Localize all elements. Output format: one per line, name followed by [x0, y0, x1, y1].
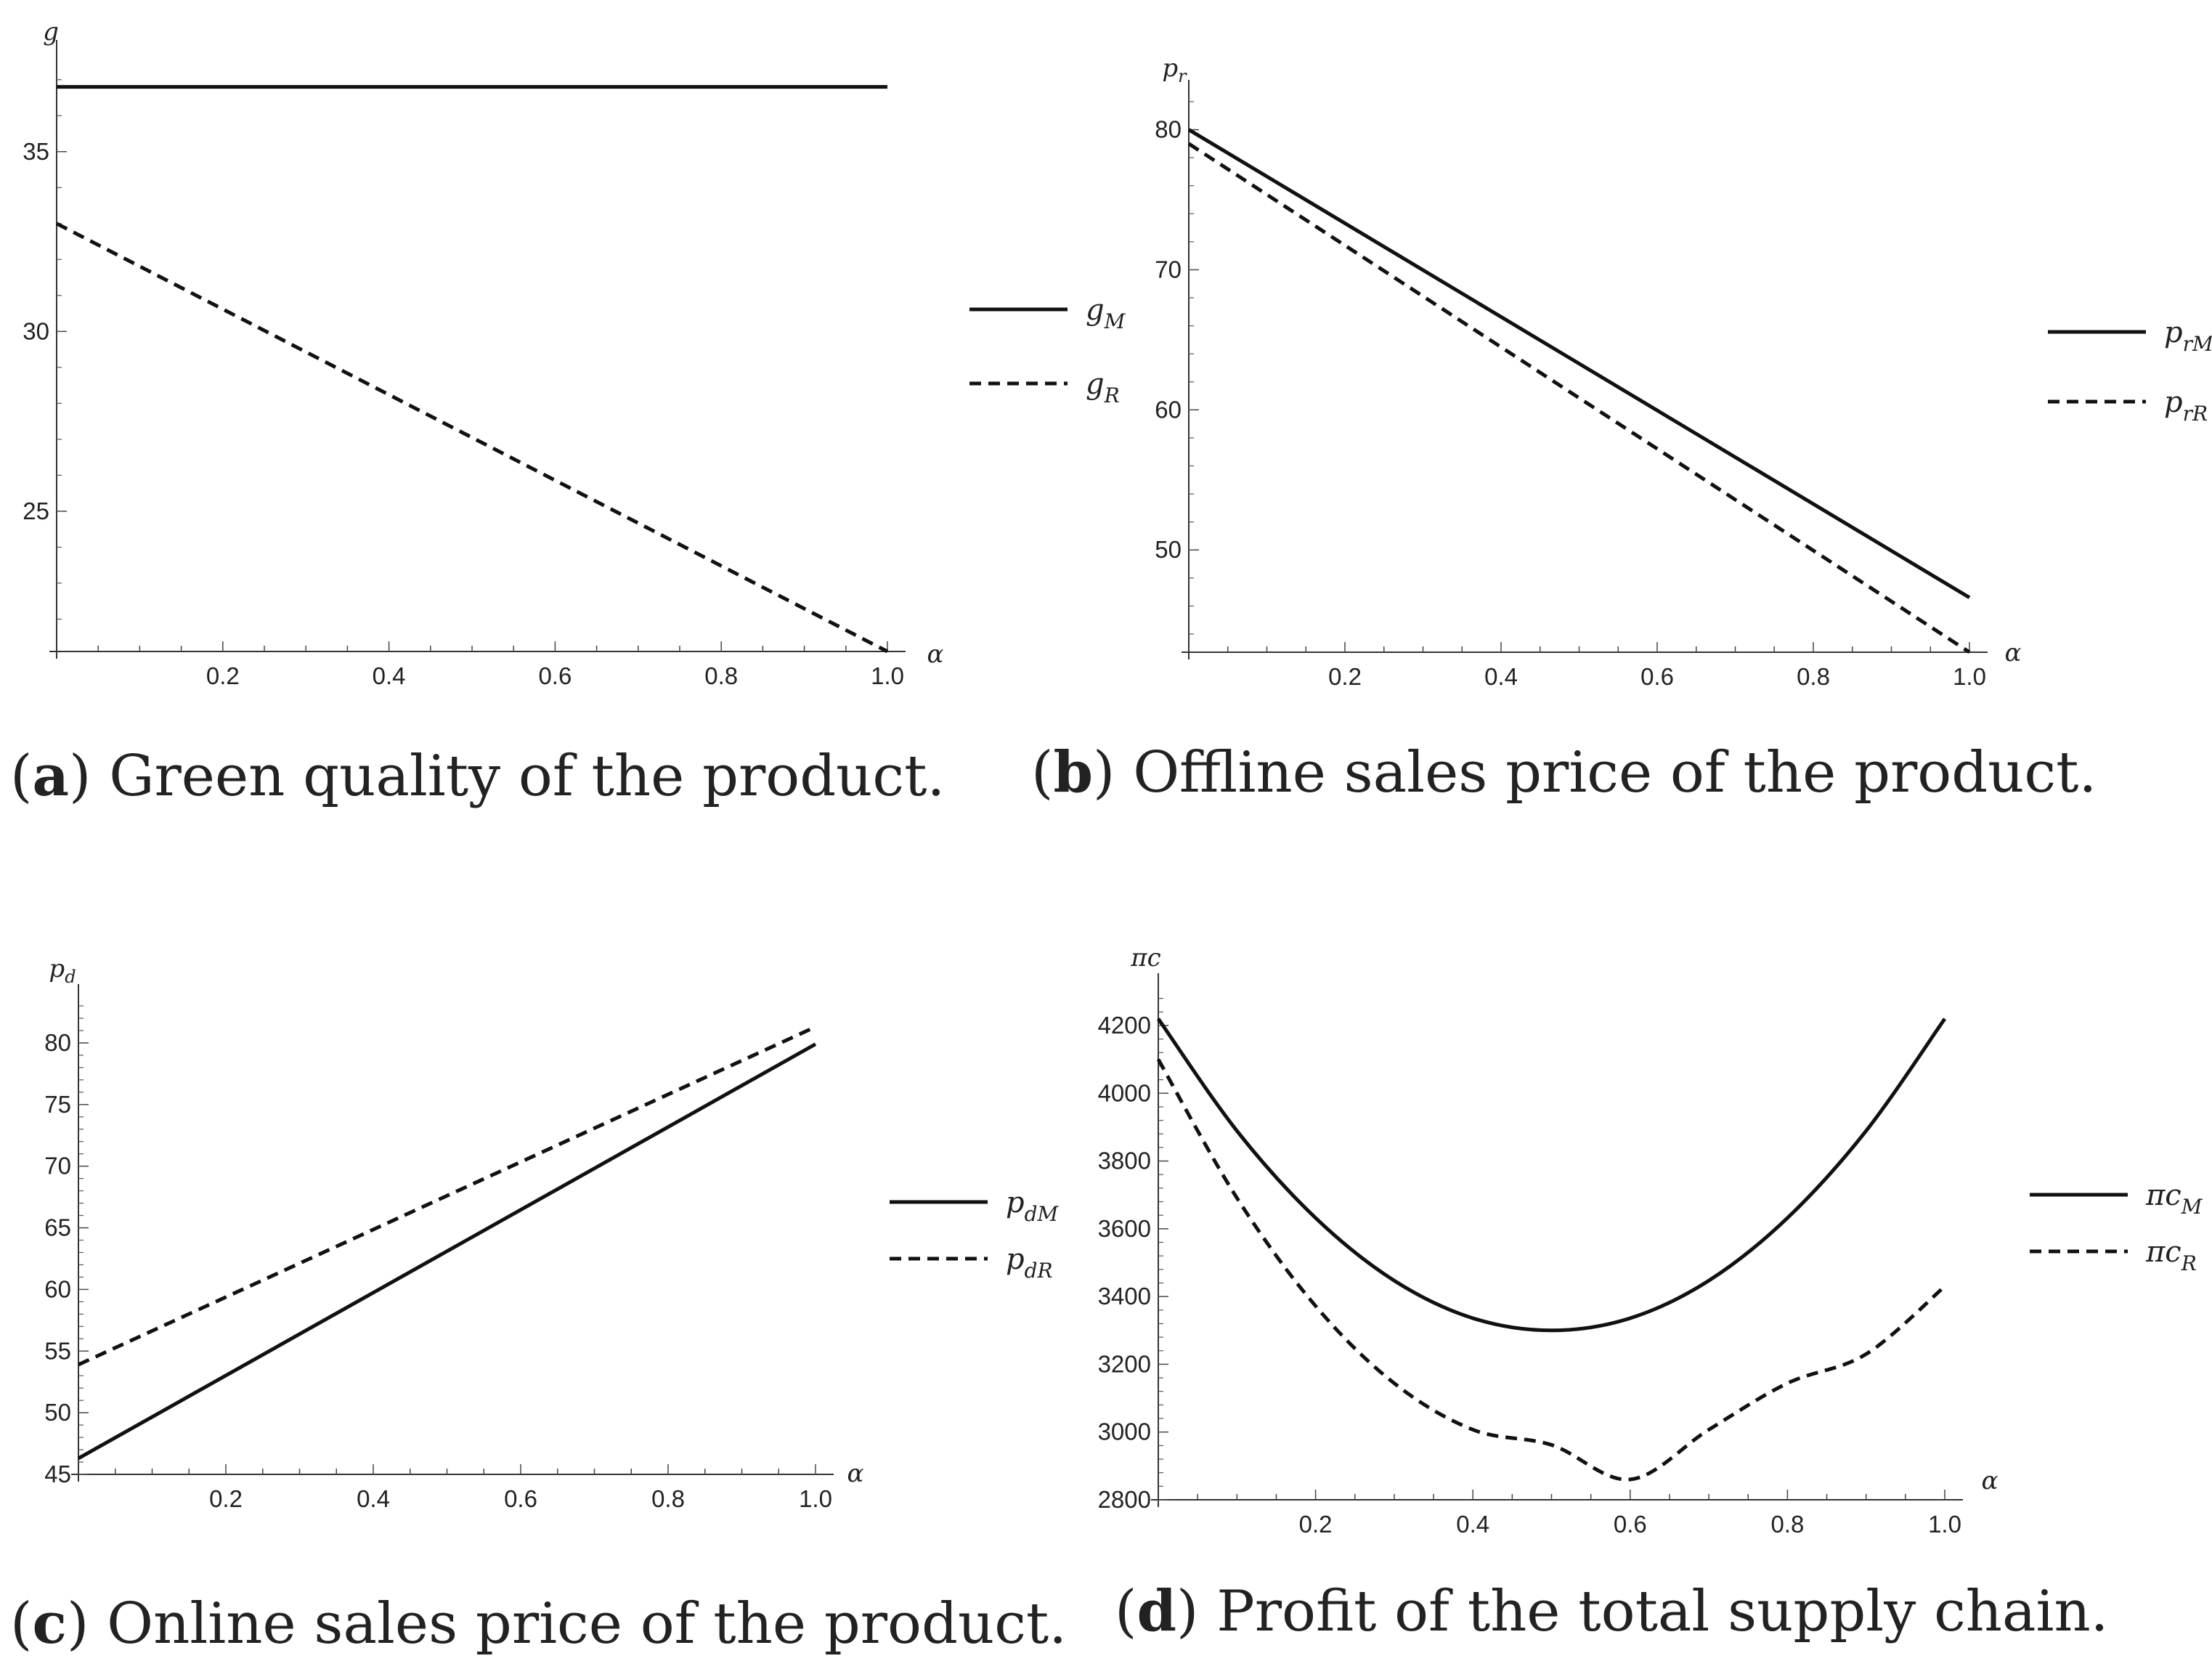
y-tick-label: 3000: [1098, 1418, 1151, 1445]
caption-letter: d: [1137, 1578, 1176, 1644]
series-line-dr: [77, 1025, 817, 1367]
panel-caption: (b) Offline sales price of the product.: [1031, 739, 2097, 805]
legend-label: πcR: [2145, 1235, 2197, 1275]
series-line-r: [55, 222, 889, 654]
caption-text: ) Profit of the total supply chain.: [1176, 1579, 2109, 1644]
legend-label-sub: R: [1104, 383, 1120, 407]
y-tick-label: 60: [1155, 396, 1182, 423]
legend-label-sub: rM: [2183, 332, 2212, 356]
caption-paren-open: (: [1115, 1579, 1137, 1644]
y-axis-label-sub: d: [65, 967, 76, 987]
chart-panel-b: 0.2 0.4 0.6 0.8 1.0 50 60 70 80 pr α prM prR (b) Offl…: [1031, 54, 2212, 805]
y-axis-label-sub: r: [1178, 66, 1187, 86]
series-line-m: [1156, 1018, 1947, 1333]
caption-paren-open: (: [10, 744, 32, 809]
series-line-rr: [1187, 142, 1971, 654]
caption-text: ) Green quality of the product.: [69, 744, 945, 809]
x-tick-label: 0.8: [1797, 663, 1830, 690]
x-tick-label: 0.6: [1614, 1511, 1647, 1538]
y-tick-label: 2800: [1098, 1486, 1151, 1513]
x-tick-label: 1.0: [871, 662, 904, 689]
x-tick-label: 0.8: [704, 662, 738, 689]
y-tick-label: 80: [1155, 116, 1182, 143]
y-tick-label: 4000: [1098, 1079, 1151, 1106]
x-axis-label: α: [847, 1459, 864, 1488]
x-tick-label: 0.4: [1484, 663, 1518, 690]
series-line-dm: [77, 1042, 817, 1461]
caption-paren-open: (: [10, 1591, 32, 1657]
y-tick-label: 4200: [1098, 1012, 1151, 1039]
x-tick-label: 0.6: [504, 1485, 537, 1512]
y-tick-label: 70: [1155, 256, 1182, 283]
y-axis-label: πc: [1130, 943, 1160, 973]
legend-label-sub: M: [2181, 1195, 2203, 1219]
caption-letter: b: [1053, 739, 1093, 805]
caption-paren-open: (: [1031, 740, 1053, 805]
x-tick-label: 0.6: [538, 662, 572, 689]
y-tick-label: 70: [44, 1153, 71, 1179]
y-tick-label: 45: [44, 1461, 71, 1487]
y-tick-label: 75: [44, 1091, 71, 1118]
x-tick-label: 0.4: [1456, 1511, 1489, 1538]
x-tick-label: 1.0: [799, 1485, 832, 1512]
caption-text: ) Online sales price of the product.: [67, 1591, 1067, 1657]
y-tick-label: 50: [1155, 536, 1182, 563]
series-line-r: [1156, 1058, 1946, 1482]
series-line-rm: [1187, 128, 1971, 599]
x-axis-label: α: [2005, 638, 2022, 667]
y-tick-label: 3800: [1098, 1148, 1151, 1174]
x-tick-label: 0.8: [1770, 1511, 1804, 1538]
legend-label: pdR: [1006, 1243, 1053, 1283]
legend-label: πcM: [2145, 1179, 2203, 1219]
panel-caption: (c) Online sales price of the product.: [10, 1591, 1067, 1657]
legend-label-sub: rR: [2183, 402, 2208, 426]
legend-label-sub: dR: [1025, 1259, 1053, 1283]
legend-label-sub: M: [1104, 309, 1126, 333]
y-axis-label: pr: [1162, 54, 1187, 86]
x-tick-label: 0.2: [1328, 663, 1362, 690]
chart-panel-c: 0.2 0.4 0.6 0.8 1.0 45 50 55 60 65 70 75 80 pd α pdM pdR…: [10, 954, 1067, 1657]
x-tick-label: 0.2: [1299, 1511, 1333, 1538]
y-tick-label: 60: [44, 1275, 71, 1302]
y-tick-label: 55: [44, 1337, 71, 1364]
panel-caption: (a) Green quality of the product.: [10, 743, 945, 809]
x-axis-label: α: [927, 640, 944, 669]
x-tick-label: 0.4: [357, 1485, 390, 1512]
chart-panel-d: 0.2 0.4 0.6 0.8 1.0 2800 3000 3200 3400 3600 3800 4…: [1098, 943, 2203, 1644]
y-tick-label: 80: [44, 1029, 71, 1056]
caption-letter: c: [32, 1591, 67, 1657]
y-tick-label: 50: [44, 1399, 71, 1426]
y-axis-label: g: [43, 17, 59, 46]
x-tick-label: 0.4: [373, 662, 406, 689]
legend-label-sub: R: [2181, 1251, 2197, 1275]
legend-label: prM: [2164, 316, 2212, 356]
panel-caption: (d) Profit of the total supply chain.: [1115, 1578, 2108, 1644]
y-tick-label: 3600: [1098, 1215, 1151, 1242]
y-tick-label: 30: [23, 317, 49, 344]
legend-label: gR: [1086, 368, 1120, 407]
y-tick-label: 3400: [1098, 1283, 1151, 1309]
x-tick-label: 0.6: [1640, 663, 1674, 690]
x-tick-label: 1.0: [1953, 663, 1986, 690]
y-tick-label: 65: [44, 1214, 71, 1241]
x-tick-label: 0.2: [209, 1485, 243, 1512]
y-axis-label: pd: [49, 954, 76, 987]
caption-letter: a: [32, 743, 69, 809]
legend-label-sub: dM: [1025, 1202, 1060, 1226]
caption-text: ) Offline sales price of the product.: [1093, 740, 2097, 805]
x-tick-label: 1.0: [1928, 1511, 1961, 1538]
y-tick-label: 3200: [1098, 1350, 1151, 1377]
y-tick-label: 35: [23, 138, 49, 165]
legend-label: pdM: [1006, 1186, 1060, 1226]
x-tick-label: 0.2: [206, 662, 240, 689]
x-axis-label: α: [1982, 1466, 1998, 1495]
legend-label: prR: [2164, 386, 2208, 426]
x-tick-label: 0.8: [651, 1485, 685, 1512]
legend-label: gM: [1086, 293, 1126, 333]
y-tick-label: 25: [23, 498, 49, 524]
